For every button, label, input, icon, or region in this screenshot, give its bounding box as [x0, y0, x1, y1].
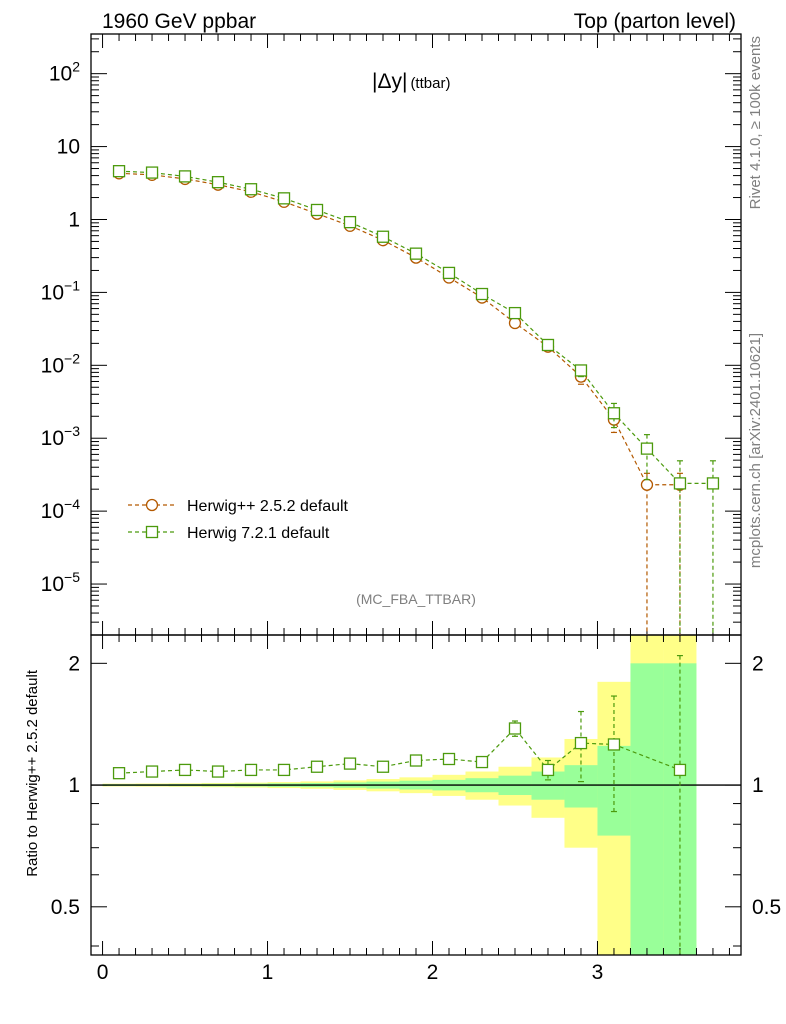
side-label-top: Rivet 4.1.0, ≥ 100k events [747, 36, 764, 209]
herwig7-point [541, 338, 555, 352]
ratio-ytick-label-right: 2 [752, 652, 764, 675]
ratio-herwig7-point [145, 765, 159, 778]
ratio-herwig7-point [475, 755, 489, 769]
ratio-ytick-label-left: 0.5 [51, 896, 80, 919]
main-ytick-base: 10 [41, 281, 64, 304]
ratio-axes: 0.5 0.5 1 1 2 2 0 1 2 3 [51, 634, 781, 984]
ratio-herwig7-point [673, 763, 687, 777]
main-frame [90, 33, 742, 636]
main-ytick-exp: −4 [64, 496, 80, 512]
ratio-ylabel: Ratio to Herwig++ 2.5.2 default [24, 669, 41, 877]
herwig7-point [145, 166, 159, 179]
main-ytick-base: 10 [57, 136, 80, 159]
herwig7-point [211, 176, 225, 189]
herwig7-point [310, 203, 324, 217]
ratio-xtick-label: 2 [427, 961, 439, 984]
main-ytick-base: 10 [41, 573, 64, 596]
main-series [112, 165, 720, 635]
ratio-herwig7-line [119, 727, 681, 774]
legend-marker-herwig7 [145, 525, 159, 539]
ratio-herwig7-point [112, 767, 126, 780]
herwigpp-line [119, 172, 680, 486]
ratio-herwig7-point [310, 760, 324, 773]
ratio-ytick-label-left: 1 [68, 774, 80, 797]
main-ytick-exp: 2 [72, 59, 80, 75]
main-ytick-base: 10 [49, 63, 72, 86]
herwig7-point [112, 165, 126, 178]
main-ytick-label: 1 [68, 208, 80, 231]
herwig7-point [673, 477, 687, 490]
legend-marker-herwigpp [145, 498, 159, 512]
herwig7-point [508, 306, 522, 320]
herwig7-point [277, 192, 291, 205]
main-ytick-label: 10−1 [41, 277, 81, 304]
herwig7-point [475, 287, 489, 301]
herwig7-point [706, 477, 720, 490]
ratio-herwig7-point [343, 757, 357, 770]
main-ytick-label: 10−3 [41, 423, 81, 450]
herwigpp-point [640, 478, 654, 491]
legend-entry-herwigpp: Herwig++ 2.5.2 default [128, 498, 349, 515]
ratio-series [112, 654, 687, 955]
herwig7-point [640, 442, 654, 455]
legend: Herwig++ 2.5.2 default Herwig 7.2.1 defa… [128, 498, 349, 542]
ratio-herwig7-point [574, 736, 588, 750]
herwig7-point [376, 230, 390, 243]
herwig7-line [119, 170, 713, 485]
analysis-tag: (MC_FBA_TTBAR) [356, 591, 476, 607]
herwig7-point [244, 183, 258, 196]
plot-title: |Δy| (ttbar) [372, 70, 450, 93]
ratio-herwig7-point [178, 763, 192, 777]
main-ytick-exp: −5 [64, 569, 80, 585]
ratio-xtick-label: 1 [262, 961, 274, 984]
main-ytick-exp: −3 [64, 423, 80, 439]
ratio-herwig7-point [541, 763, 555, 777]
herwig7-point [409, 247, 423, 260]
ratio-band-green [564, 765, 598, 808]
ratio-ytick-label-right: 0.5 [752, 896, 781, 919]
ratio-xtick-label: 0 [97, 961, 109, 984]
main-ytick-base: 10 [41, 354, 64, 377]
main-ytick-label: 102 [49, 59, 80, 86]
legend-label-herwigpp: Herwig++ 2.5.2 default [187, 498, 349, 515]
side-label-bottom: mcplots.cern.ch [arXiv:2401.10621] [747, 333, 764, 568]
legend-entry-herwig7: Herwig 7.2.1 default [128, 525, 330, 542]
ratio-herwig7-point [607, 738, 621, 751]
ratio-herwig7-point [211, 765, 225, 778]
ratio-herwig7-point [277, 763, 291, 777]
main-ytick-label: 10−4 [41, 496, 81, 523]
main-ytick-exp: −2 [64, 350, 80, 366]
main-ytick-label: 10 [57, 136, 80, 159]
plot-title-main: |Δy| [372, 70, 407, 93]
ratio-herwig7-point [244, 763, 258, 777]
main-ytick-base: 10 [41, 500, 64, 523]
header-right: Top (parton level) [574, 10, 736, 33]
ratio-xtick-label: 3 [592, 961, 604, 984]
ratio-herwig7-point [508, 722, 522, 735]
ratio-herwig7-point [409, 754, 423, 767]
ratio-bands [102, 635, 697, 955]
ratio-herwig7-point [376, 760, 390, 773]
herwig7-point [442, 266, 456, 280]
main-ytick-exp: −1 [64, 277, 80, 293]
plot-title-sub: (ttbar) [410, 75, 450, 92]
herwig7-point [178, 170, 192, 183]
main-ytick-label: 10−5 [41, 569, 81, 596]
header-left: 1960 GeV ppbar [102, 10, 256, 33]
legend-label-herwig7: Herwig 7.2.1 default [187, 525, 330, 542]
herwig7-point [574, 364, 588, 377]
ratio-ytick-label-right: 1 [752, 774, 764, 797]
ratio-herwig7-point [442, 752, 456, 766]
ratio-band-green [630, 663, 664, 955]
herwig7-point [607, 407, 621, 420]
ratio-ytick-label-left: 2 [68, 652, 80, 675]
main-ytick-base: 1 [68, 208, 80, 231]
main-ytick-base: 10 [41, 427, 64, 450]
main-ytick-label: 10−2 [41, 350, 81, 377]
herwig7-point [343, 215, 357, 229]
